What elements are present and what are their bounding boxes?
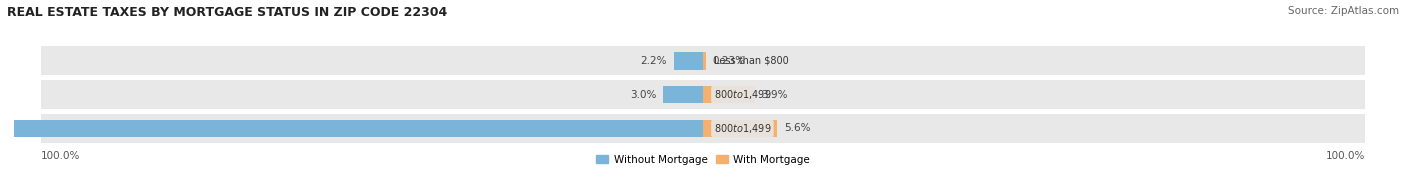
Legend: Without Mortgage, With Mortgage: Without Mortgage, With Mortgage: [592, 151, 814, 169]
Bar: [673, 52, 703, 70]
Text: 2.2%: 2.2%: [641, 56, 668, 66]
Bar: [41, 80, 1365, 109]
Bar: [41, 46, 1365, 75]
Text: REAL ESTATE TAXES BY MORTGAGE STATUS IN ZIP CODE 22304: REAL ESTATE TAXES BY MORTGAGE STATUS IN …: [7, 6, 447, 19]
Text: 5.6%: 5.6%: [783, 123, 810, 133]
Text: $800 to $1,499: $800 to $1,499: [714, 88, 772, 101]
Bar: [703, 52, 706, 70]
Text: Source: ZipAtlas.com: Source: ZipAtlas.com: [1288, 6, 1399, 16]
Bar: [703, 120, 778, 137]
Bar: [664, 86, 703, 103]
Text: $800 to $1,499: $800 to $1,499: [714, 122, 772, 135]
Text: 100.0%: 100.0%: [1326, 151, 1365, 161]
Bar: [703, 86, 755, 103]
Text: 100.0%: 100.0%: [41, 151, 80, 161]
Text: 0.23%: 0.23%: [713, 56, 745, 66]
Bar: [41, 114, 1365, 143]
Text: Less than $800: Less than $800: [714, 56, 789, 66]
Text: 3.9%: 3.9%: [761, 90, 787, 100]
Bar: [0, 120, 703, 137]
Text: 3.0%: 3.0%: [630, 90, 657, 100]
Text: 82.6%: 82.6%: [0, 123, 10, 133]
